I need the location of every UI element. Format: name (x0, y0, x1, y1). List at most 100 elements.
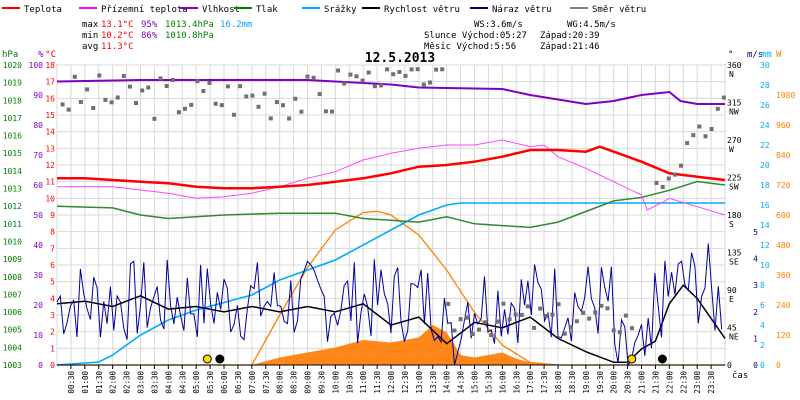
mm-tick-label: 10 (760, 261, 770, 270)
stat-avg-label: avg (82, 42, 98, 52)
wind-direction-point (317, 92, 322, 97)
deg-tick-label: 45 (727, 324, 737, 333)
temp-tick-label: 8 (50, 228, 55, 237)
temp-tick-label: 15 (45, 111, 55, 120)
wind-direction-point (140, 88, 145, 93)
direction-label: NW (729, 108, 739, 117)
mm-tick-label: 12 (760, 241, 770, 250)
temp-tick-label: 7 (50, 244, 55, 253)
x-tick-label: 08:00 (276, 371, 285, 394)
temp-tick-label: 18 (45, 61, 55, 70)
hpa-tick-label: 1008 (3, 273, 22, 282)
wind-speed-line (56, 284, 726, 364)
stat-max-temp: 13.1°C (101, 20, 134, 30)
wind-direction-point (434, 67, 439, 72)
wind-direction-point (697, 124, 702, 129)
wind-direction-point (440, 67, 445, 72)
legend-label: Přízemní teplota (101, 5, 188, 15)
wind-direction-point (691, 133, 696, 138)
wind-direction-point (483, 320, 488, 325)
x-tick-label: 09:00 (304, 371, 313, 394)
wind-wg: WG:4.5m/s (567, 20, 616, 30)
wind-direction-point (91, 106, 96, 110)
wind-direction-point (158, 76, 163, 81)
wind-direction-point (525, 304, 530, 309)
stat-min-temp: 10.2°C (101, 31, 134, 41)
ms-tick-label: 5 (753, 228, 758, 237)
wind-direction-point (330, 109, 334, 114)
wind-direction-point (176, 110, 181, 115)
pressure-line (56, 180, 726, 229)
wind-direction-point (134, 101, 138, 105)
wind-direction-point (403, 73, 408, 78)
wind-direction-point (391, 72, 396, 77)
deg-tick-label: 90 (727, 286, 737, 295)
wind-direction-point (299, 109, 304, 114)
wind-direction-point (311, 75, 316, 80)
direction-label: N (729, 70, 734, 79)
wind-direction-point (250, 93, 255, 98)
x-tick-label: 11:30 (373, 371, 382, 394)
wind-gust-line (56, 243, 723, 367)
wind-direction-point (666, 176, 671, 181)
chart-grid (56, 64, 726, 366)
wind-direction-point (256, 104, 261, 109)
w-tick-label: 1080 (776, 91, 795, 100)
x-tick-label: 17:30 (540, 371, 549, 394)
temp-tick-label: 10 (45, 194, 55, 203)
legend-background (0, 0, 800, 17)
x-tick-label: 19:30 (596, 371, 605, 394)
wind-direction-point (397, 70, 402, 74)
hpa-tick-label: 1005 (3, 326, 22, 335)
deg-tick-label: 315 (727, 99, 742, 108)
rain-line (56, 202, 725, 366)
chart-axes: hPa1020101910181017101610151014101310121… (2, 50, 795, 394)
wind-direction-point (323, 109, 328, 114)
mm-tick-label: 6 (760, 301, 765, 310)
mm-tick-label: 0 (760, 361, 765, 370)
temp-tick-label: 3 (50, 311, 55, 320)
x-tick-label: 15:30 (484, 371, 493, 394)
wind-direction-point (538, 306, 543, 311)
w-tick-label: 480 (776, 241, 791, 250)
x-tick-label: 10:00 (331, 371, 340, 394)
x-tick-label: 03:30 (150, 371, 159, 394)
wind-direction-point (709, 127, 714, 131)
hpa-tick-label: 1011 (3, 220, 22, 229)
x-tick-label: 11:00 (359, 371, 368, 394)
stat-avg-temp: 11.3°C (101, 42, 134, 52)
wind-direction-point (477, 327, 481, 332)
w-tick-label: 840 (776, 151, 791, 160)
wind-direction-point (109, 100, 114, 105)
wind-direction-point (660, 185, 665, 189)
direction-label: SE (729, 258, 739, 267)
direction-label: NE (729, 333, 739, 342)
wind-direction-point (342, 81, 347, 86)
pct-tick-label: 50 (33, 211, 43, 220)
temp-tick-label: 4 (50, 294, 55, 303)
x-tick-label: 06:30 (234, 371, 243, 394)
legend-label: Rychlost větru (384, 5, 460, 15)
wind-direction-point (293, 96, 298, 101)
wind-direction-point (287, 116, 292, 121)
wind-direction-point (379, 83, 383, 88)
wind-direction-point (446, 301, 451, 306)
ground-temp-line (57, 139, 726, 216)
w-tick-label: 240 (776, 301, 791, 310)
moon-info: Měsíc Východ:5:56 (424, 42, 516, 52)
moonset-info: Západ:21:46 (540, 42, 600, 52)
chart-stats: max 13.1°C 95% 1013.4hPa 16.2mm min 10.2… (82, 20, 748, 381)
wind-direction-point (127, 84, 132, 89)
wind-direction-point (60, 102, 65, 107)
x-tick-label: 21:00 (638, 371, 647, 394)
moonrise-marker (215, 354, 225, 364)
wind-direction-point (715, 106, 720, 111)
ms-tick-label: 3 (753, 281, 758, 290)
temp-tick-label: 11 (45, 178, 55, 187)
pct-tick-label: 70 (33, 151, 43, 160)
x-tick-label: 10:30 (345, 371, 354, 394)
wind-direction-point (366, 70, 371, 75)
wind-direction-point (164, 84, 169, 88)
ms-tick-label: 1 (753, 334, 758, 343)
